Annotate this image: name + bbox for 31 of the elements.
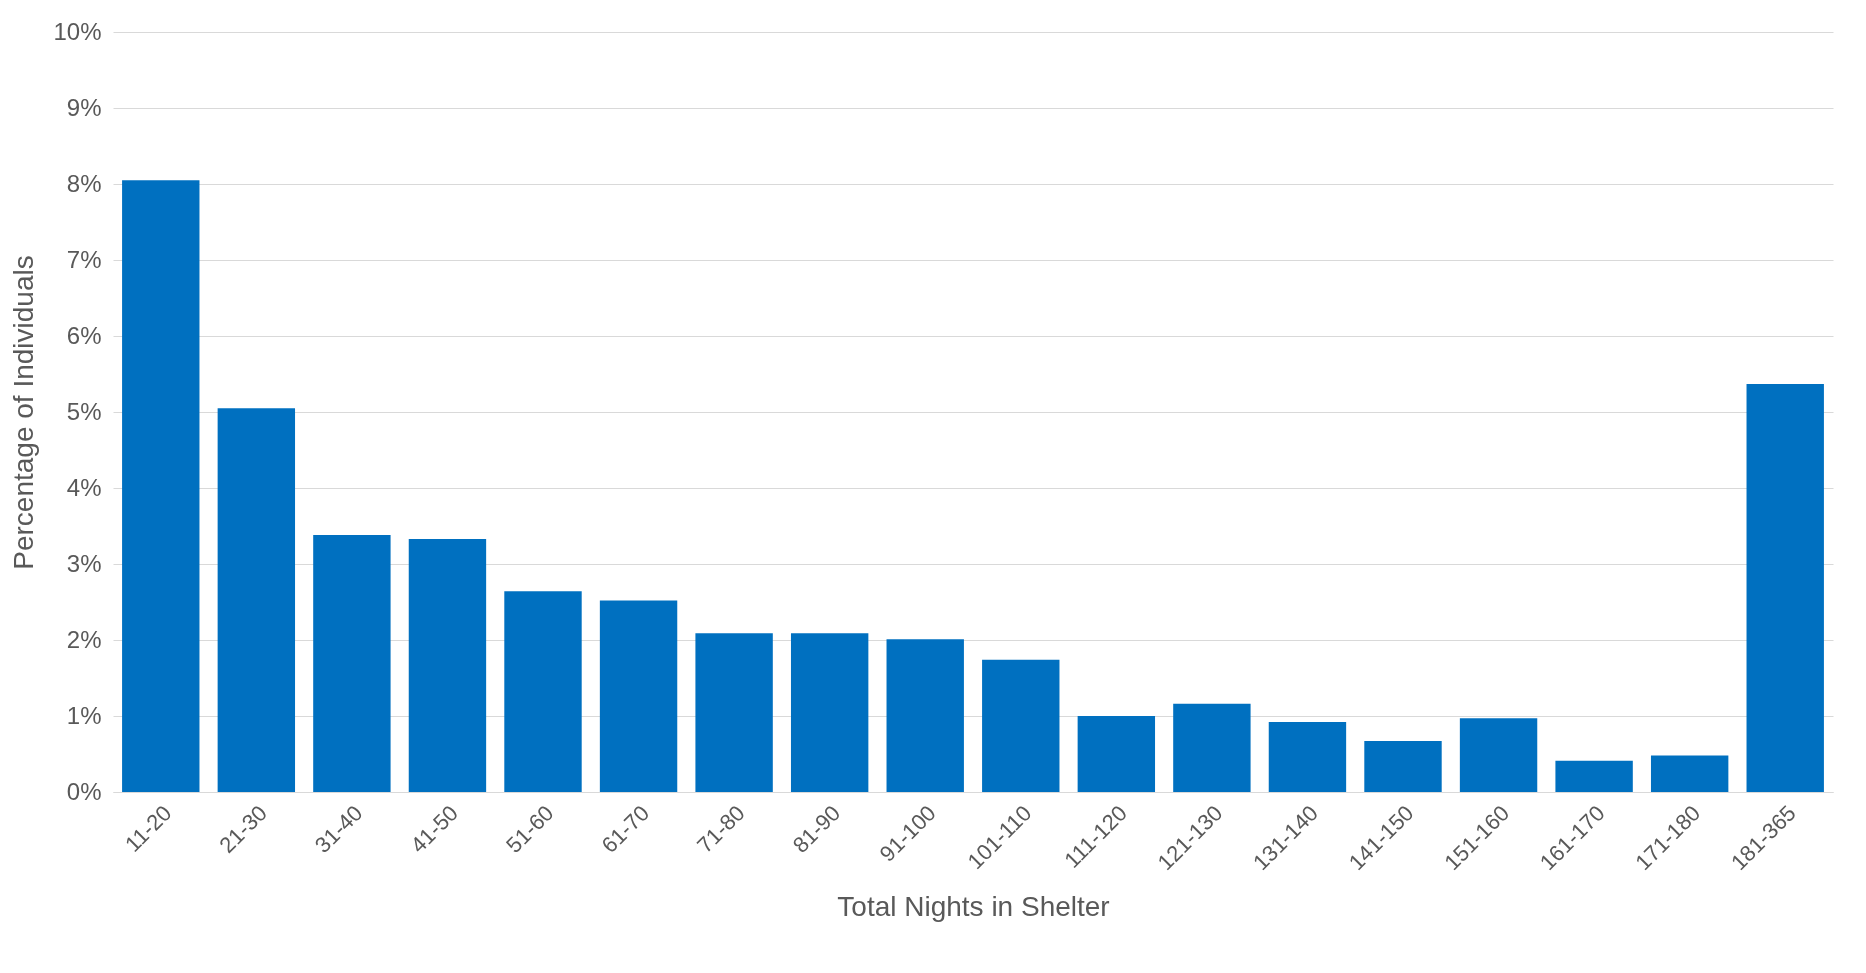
y-tick-label: 5% — [66, 397, 102, 425]
bar — [599, 600, 678, 792]
x-axis-title: Total Nights in Shelter — [837, 891, 1110, 923]
y-tick-label: 0% — [66, 777, 102, 805]
y-tick-label: 10% — [53, 17, 102, 45]
y-tick-label: 3% — [66, 549, 102, 577]
bar — [217, 408, 296, 792]
y-tick-label: 4% — [66, 473, 102, 501]
bar — [790, 633, 869, 792]
bar — [408, 538, 487, 792]
bar — [1364, 741, 1442, 792]
y-tick-label: 2% — [66, 625, 102, 653]
bar — [886, 639, 964, 792]
bar — [122, 180, 200, 792]
bar — [695, 633, 773, 792]
bar — [1459, 718, 1538, 792]
y-axis-title: Percentage of Individuals — [8, 255, 40, 570]
y-tick-label: 9% — [66, 93, 102, 121]
bar — [1555, 760, 1633, 792]
y-tick-label: 8% — [66, 169, 102, 197]
bar — [1650, 755, 1729, 792]
bar — [982, 659, 1060, 792]
bar — [1077, 716, 1156, 792]
y-tick-label: 6% — [66, 321, 102, 349]
bar — [1746, 383, 1824, 792]
bar — [504, 591, 582, 792]
bar — [1268, 722, 1347, 792]
bar — [1173, 703, 1251, 792]
y-tick-label: 1% — [66, 701, 102, 729]
y-tick-label: 7% — [66, 245, 102, 273]
bar — [313, 535, 391, 792]
